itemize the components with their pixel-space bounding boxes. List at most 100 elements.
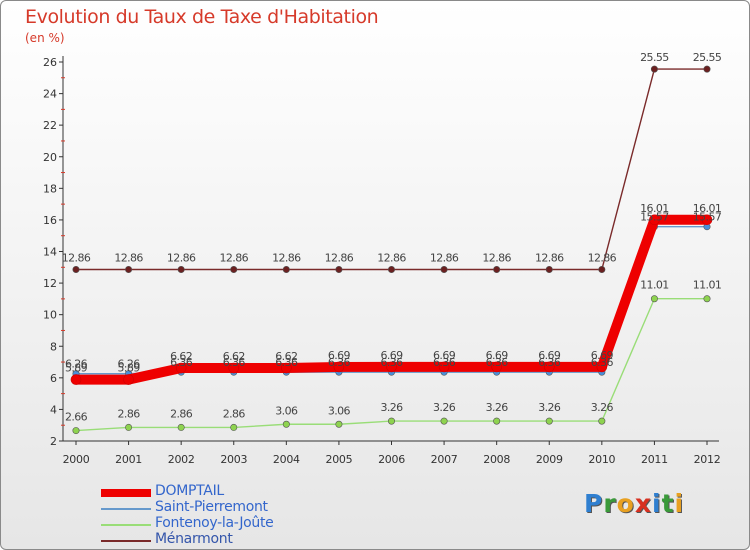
data-label: 12.86	[430, 252, 459, 265]
data-point	[333, 361, 345, 373]
legend-label: DOMPTAIL	[155, 483, 224, 499]
y-tick-label: 2	[50, 435, 57, 448]
data-label: 11.01	[693, 279, 722, 292]
data-point	[440, 417, 448, 425]
data-label: 3.26	[591, 401, 614, 414]
x-tick-label: 2000	[63, 453, 90, 466]
data-label: 6.69	[591, 349, 614, 362]
x-tick-label: 2011	[641, 453, 668, 466]
data-label: 12.86	[114, 252, 143, 265]
data-label: 6.62	[170, 350, 192, 363]
data-point	[387, 417, 395, 425]
x-tick-label: 2001	[115, 453, 142, 466]
legend-label: Ménarmont	[155, 531, 233, 547]
data-point	[440, 266, 448, 274]
legend-swatch	[101, 489, 151, 497]
data-label: 25.55	[640, 51, 669, 64]
data-point	[177, 266, 185, 274]
data-point	[70, 374, 82, 385]
series-2	[72, 295, 711, 435]
data-label: 16.01	[693, 202, 722, 215]
data-point	[701, 214, 713, 226]
series-0	[70, 214, 713, 385]
y-tick-label: 22	[43, 119, 57, 132]
data-point	[650, 65, 658, 73]
data-label: 12.86	[272, 252, 301, 265]
y-tick-label: 4	[50, 403, 57, 416]
series-line	[76, 68, 707, 271]
data-point	[228, 362, 240, 374]
data-point	[387, 266, 395, 274]
data-point	[545, 417, 553, 425]
data-label: 3.26	[380, 401, 403, 414]
data-label: 12.86	[167, 252, 196, 265]
y-tick-label: 10	[43, 309, 57, 322]
legend-label: Saint-Pierremont	[155, 499, 268, 515]
data-label: 3.26	[538, 401, 561, 414]
data-label: 6.36	[170, 356, 193, 369]
data-label: 6.69	[328, 349, 351, 362]
data-point	[703, 295, 711, 303]
data-point	[493, 417, 501, 425]
x-tick-label: 2002	[168, 453, 195, 466]
data-label: 2.86	[223, 407, 246, 420]
data-point	[230, 423, 238, 431]
data-point	[123, 374, 134, 385]
x-tick-label: 2009	[536, 453, 563, 466]
x-tick-label: 2006	[378, 453, 405, 466]
y-tick-label: 14	[43, 246, 57, 259]
data-label: 6.36	[538, 356, 561, 369]
data-label: 12.86	[535, 252, 564, 265]
chart-title: Evolution du Taux de Taxe d'Habitation	[25, 6, 379, 28]
x-tick-label: 2010	[588, 453, 615, 466]
data-label: 2.66	[65, 411, 88, 424]
data-label: 25.55	[693, 51, 722, 64]
data-point	[335, 266, 343, 274]
data-label: 6.69	[380, 349, 403, 362]
data-label: 5.89	[65, 362, 88, 375]
data-label: 16.01	[640, 202, 669, 215]
data-label: 6.36	[223, 356, 246, 369]
data-label: 12.86	[62, 252, 91, 265]
data-point	[72, 427, 80, 435]
x-tick-label: 2007	[431, 453, 458, 466]
data-point	[72, 266, 80, 274]
y-tick-label: 26	[43, 56, 57, 69]
y-tick-label: 18	[43, 182, 57, 195]
data-point	[177, 423, 185, 431]
data-label: 12.86	[377, 252, 406, 265]
data-label: 6.36	[328, 356, 351, 369]
data-point	[543, 361, 555, 373]
data-point	[175, 362, 187, 374]
x-tick-label: 2008	[483, 453, 510, 466]
data-label: 6.36	[275, 356, 298, 369]
data-label: 3.26	[486, 401, 509, 414]
data-point	[493, 266, 501, 274]
data-label: 3.06	[328, 404, 351, 417]
x-tick-label: 2005	[326, 453, 353, 466]
data-point	[650, 295, 658, 303]
data-label: 6.26	[65, 358, 88, 371]
data-label: 6.36	[433, 356, 456, 369]
data-point	[230, 266, 238, 274]
data-label: 11.01	[640, 279, 669, 292]
data-point	[596, 361, 608, 373]
data-label: 12.86	[588, 252, 617, 265]
data-label: 12.86	[220, 252, 249, 265]
data-label: 15.57	[640, 211, 669, 224]
data-point	[491, 361, 502, 373]
data-point	[598, 417, 606, 425]
y-tick-label: 6	[50, 372, 57, 385]
y-tick-label: 8	[50, 340, 57, 353]
data-point	[545, 266, 553, 274]
legend-label: Fontenoy-la-Joûte	[155, 515, 274, 531]
data-point	[282, 266, 290, 274]
data-label: 6.36	[380, 356, 403, 369]
data-label: 6.62	[275, 350, 297, 363]
x-tick-label: 2004	[273, 453, 300, 466]
data-label: 6.69	[486, 349, 509, 362]
data-label: 2.86	[170, 407, 193, 420]
data-point	[649, 214, 660, 226]
